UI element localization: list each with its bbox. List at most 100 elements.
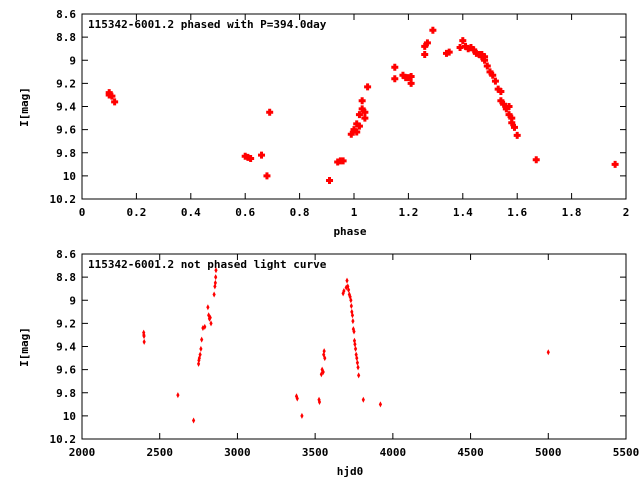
data-point (478, 50, 486, 58)
data-point (142, 333, 146, 340)
phased-light-curve-panel: 115342-6001.2 phased with P=394.0day pha… (18, 8, 629, 238)
data-point (421, 50, 429, 58)
x-tick-label: 3500 (302, 446, 329, 459)
data-point (214, 267, 218, 274)
x-tick-label: 2500 (146, 446, 173, 459)
data-point (198, 351, 202, 358)
data-point (353, 120, 361, 128)
plot-title: 115342-6001.2 phased with P=394.0day (88, 18, 327, 31)
data-point (319, 371, 323, 378)
data-point (505, 103, 513, 110)
data-point (421, 42, 429, 50)
x-tick-label: 2 (623, 206, 630, 219)
x-tick-label: 3000 (224, 446, 251, 459)
x-tick-label: 1 (351, 206, 358, 219)
data-point (513, 131, 521, 139)
y-tick-label: 8.8 (56, 271, 76, 284)
data-point (349, 297, 353, 304)
data-point (339, 157, 347, 165)
y-tick-label: 8.6 (56, 248, 76, 261)
data-point (300, 412, 304, 419)
y-axis-title: I[mag] (18, 327, 31, 367)
plot-frame (81, 13, 627, 200)
data-point (352, 337, 357, 344)
y-tick-label: 9.8 (56, 147, 76, 160)
data-point (407, 72, 415, 80)
data-point (355, 122, 363, 130)
x-tick-label: 0.6 (235, 206, 255, 219)
data-point (510, 123, 518, 131)
data-point (356, 364, 360, 371)
data-point (508, 119, 516, 127)
data-point (208, 314, 212, 321)
x-tick-label: 4000 (380, 446, 407, 459)
data-point (429, 26, 437, 34)
data-point (317, 399, 322, 405)
x-tick-label: 1.6 (507, 206, 527, 219)
data-point (247, 155, 255, 163)
data-point (326, 177, 334, 184)
data-point (391, 63, 399, 71)
data-point (358, 97, 366, 105)
data-point (322, 348, 326, 355)
data-point (364, 83, 372, 91)
data-point (354, 351, 358, 358)
data-point (176, 392, 180, 399)
data-point (263, 172, 271, 180)
data-point (355, 359, 360, 366)
data-point (491, 77, 499, 85)
y-tick-label: 10.2 (50, 433, 77, 446)
x-tick-label: 5500 (613, 446, 640, 459)
data-point (213, 279, 217, 286)
data-point (266, 108, 274, 116)
data-point (206, 304, 210, 311)
y-tick-label: 9 (69, 294, 76, 307)
data-point (214, 274, 218, 281)
data-point (295, 395, 299, 402)
data-point (294, 393, 299, 400)
data-point (445, 48, 453, 56)
data-point (467, 44, 475, 52)
data-point (352, 328, 356, 335)
data-point (407, 79, 415, 87)
data-point (500, 100, 508, 108)
data-point (611, 160, 619, 168)
y-tick-label: 8.6 (56, 8, 76, 21)
data-point (497, 97, 505, 105)
x-tick-label: 0.2 (126, 206, 146, 219)
data-point (391, 75, 399, 83)
y-tick-label: 10 (63, 410, 76, 423)
data-point (108, 92, 116, 100)
data-point (357, 372, 361, 379)
plot-title: 115342-6001.2 not phased light curve (88, 258, 327, 271)
data-point (353, 128, 361, 136)
axis-ticks: 2000 2500 3000 3500 4000 4500 5000 5500 8.6 8.8 9 9… (50, 248, 640, 459)
x-tick-label: 0 (79, 206, 86, 219)
data-point (361, 108, 369, 116)
data-point (142, 338, 146, 345)
data-point (323, 355, 327, 362)
data-point (361, 396, 365, 403)
data-point (462, 42, 470, 50)
y-tick-label: 10 (63, 170, 76, 183)
data-point (358, 105, 366, 113)
data-point (355, 111, 363, 119)
data-point (355, 355, 359, 362)
data-point (399, 71, 407, 79)
data-point (378, 401, 383, 408)
data-point (505, 111, 513, 119)
y-tick-label: 9.8 (56, 387, 76, 400)
data-point (350, 312, 355, 319)
y-tick-label: 9.4 (56, 341, 76, 354)
x-tick-label: 5000 (535, 446, 562, 459)
plot-frame (81, 253, 627, 440)
data-point (203, 323, 207, 330)
data-point (423, 39, 431, 47)
data-point (470, 46, 478, 54)
data-point (258, 151, 266, 159)
data-point (348, 293, 352, 300)
data-point (346, 286, 351, 293)
y-tick-label: 9.6 (56, 364, 76, 377)
data-point (502, 105, 510, 113)
